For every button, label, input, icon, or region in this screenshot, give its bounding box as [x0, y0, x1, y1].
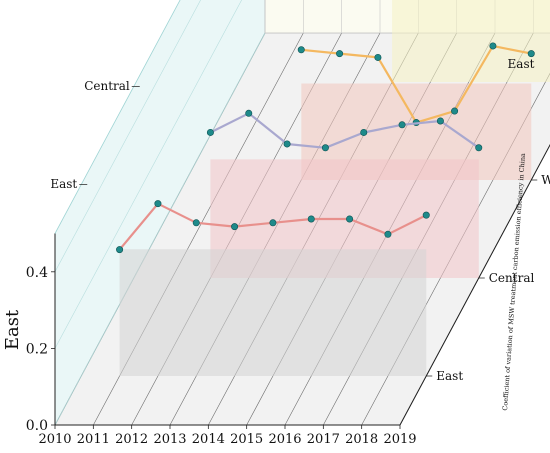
data-point: [321, 144, 329, 152]
z-axis-label-0: East: [436, 369, 463, 383]
data-point: [231, 223, 239, 231]
left-gridline: [54, 32, 266, 426]
left-gridline: [54, 0, 242, 349]
data-point: [307, 215, 315, 223]
z-axis-label-2: West: [541, 173, 550, 187]
data-point: [422, 211, 430, 219]
series-line-1: [209, 112, 480, 149]
x-tick-label: 2012: [115, 432, 148, 447]
series-panel-2: [301, 83, 532, 180]
data-point: [297, 46, 305, 54]
x-tick-label: 2015: [230, 432, 263, 447]
y-tick-label: 0.0: [26, 418, 48, 434]
x-tick-label: 2016: [268, 432, 301, 447]
data-point: [336, 50, 344, 58]
left-gridline: [54, 0, 201, 272]
y-tick-label: 0.2: [26, 341, 48, 357]
x-tick-label: 2013: [153, 432, 186, 447]
x-tick-label: 2017: [307, 432, 340, 447]
front-y-axis-title: East: [2, 309, 23, 350]
x-tick-label: 2018: [345, 432, 378, 447]
series-panels: ChinaChinaWestWestCentralCentralEastEast: [50, 0, 550, 383]
z-axis-label-1: Central: [489, 271, 535, 285]
data-point: [360, 128, 368, 136]
data-point: [269, 219, 277, 227]
data-point: [374, 53, 382, 61]
data-point: [398, 121, 406, 129]
right-y-axis-title: East: [508, 57, 535, 71]
y-tick-label: 0.4: [26, 265, 48, 281]
data-point: [206, 128, 214, 136]
x-tick-label: 2010: [38, 432, 71, 447]
data-point: [451, 107, 459, 115]
series-panel-3: [392, 0, 550, 82]
x-tick-label: 2011: [77, 432, 110, 447]
data-point: [154, 200, 162, 208]
x-tick-label: 2014: [192, 432, 225, 447]
data-point: [116, 246, 124, 254]
series-label-left-0: East: [50, 177, 77, 191]
z-axis-line: [399, 143, 550, 426]
series-panel-0: [119, 249, 427, 376]
x-tick-label: 2019: [383, 432, 416, 447]
data-point: [192, 219, 200, 227]
data-point: [475, 144, 483, 152]
data-point: [489, 42, 497, 50]
data-point: [436, 117, 444, 125]
data-point: [384, 230, 392, 238]
data-point: [346, 215, 354, 223]
data-point: [283, 140, 291, 148]
data-point: [527, 50, 535, 58]
data-point: [245, 109, 253, 117]
series-label-left-1: Central: [84, 79, 130, 93]
